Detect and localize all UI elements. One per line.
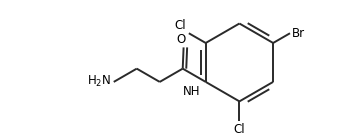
Text: H$_2$N: H$_2$N: [87, 74, 111, 89]
Text: Cl: Cl: [175, 19, 186, 32]
Text: Br: Br: [292, 27, 305, 40]
Text: O: O: [176, 33, 186, 46]
Text: Cl: Cl: [234, 123, 245, 136]
Text: NH: NH: [183, 85, 201, 99]
